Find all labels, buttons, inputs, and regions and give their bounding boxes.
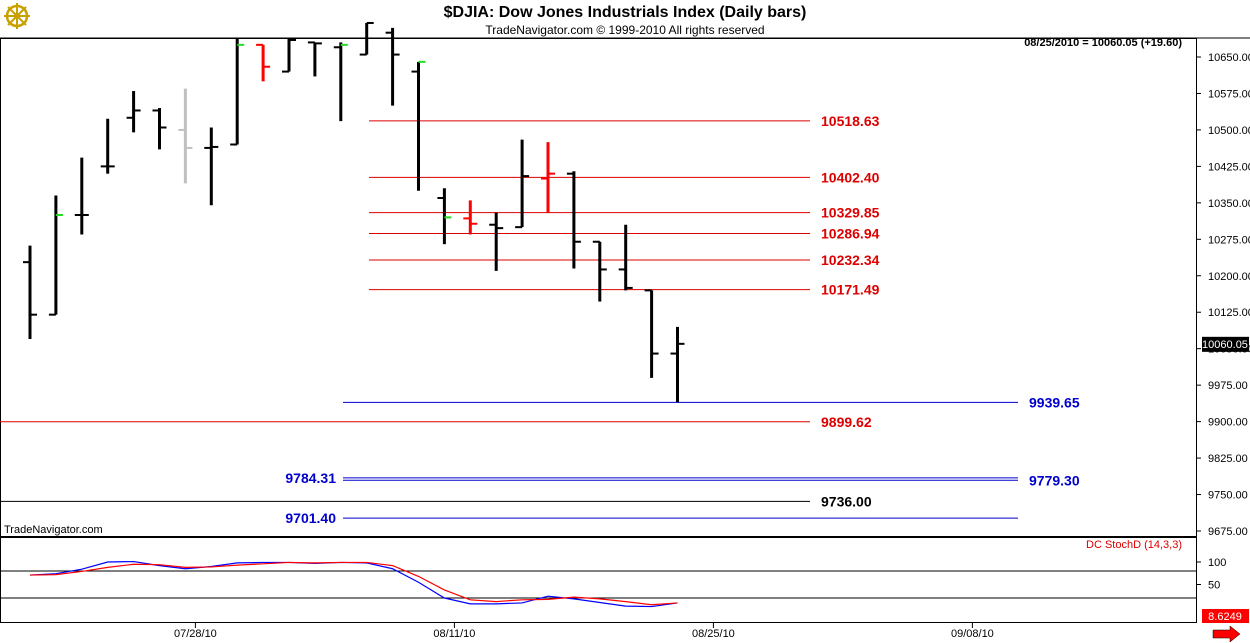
- date-axis-label: 08/11/10: [433, 628, 475, 640]
- date-axis-label: 08/25/10: [692, 628, 735, 640]
- ohlc-bar: [126, 91, 141, 133]
- watermark-text: TradeNavigator.com: [4, 524, 103, 536]
- ohlc-bar: [411, 60, 426, 191]
- ohlc-bar: [644, 289, 659, 378]
- price-axis-label: 10350.00: [1208, 198, 1250, 210]
- ohlc-bar: [437, 188, 452, 245]
- ohlc-bar: [541, 142, 555, 213]
- ohlc-bar: [307, 41, 322, 77]
- ohlc-bar: [204, 127, 219, 206]
- copyright-text: TradeNavigator.com © 1999-2010 All right…: [485, 23, 764, 37]
- ohlc-bar: [178, 88, 193, 184]
- price-axis-label: 10125.00: [1208, 307, 1250, 319]
- price-panel-frame: [0, 38, 1197, 537]
- ohlc-bar: [48, 195, 63, 316]
- price-axis-label: 10650.00: [1208, 52, 1250, 64]
- ohlc-bar: [333, 42, 348, 122]
- level-label: 10402.40: [821, 169, 880, 185]
- ohlc-bar: [359, 21, 374, 56]
- ohlc-bar: [385, 27, 400, 106]
- ohlc-bar: [256, 43, 271, 82]
- level-label: 10329.85: [821, 205, 880, 221]
- ohlc-bar: [515, 139, 530, 229]
- price-axis-label: 10275.00: [1208, 234, 1250, 246]
- price-axis: 10650.00 10575.00 10500.00 10425.00 10350.00…: [1196, 52, 1250, 538]
- stoch-k-line: [29, 560, 678, 608]
- scroll-right-arrow-icon[interactable]: [1212, 625, 1241, 643]
- stoch-d-line: [29, 561, 678, 606]
- price-bars: [23, 21, 685, 403]
- ohlc-bar: [74, 157, 89, 235]
- logo-icon: [4, 3, 30, 29]
- stoch-title: DC StochD (14,3,3): [1086, 539, 1182, 551]
- price-axis-label: 10200.00: [1208, 271, 1250, 283]
- level-label: 10171.49: [821, 282, 880, 298]
- stoch-last-value-box: 8.6249: [1202, 609, 1249, 623]
- level-label: 9701.40: [285, 510, 336, 526]
- ohlc-bar: [618, 224, 633, 291]
- stoch-panel-frame: [0, 537, 1197, 623]
- price-levels: 10518.63 10402.40 10329.85 10286.94 10232.34…: [0, 113, 1080, 526]
- price-axis-label: 9975.00: [1208, 380, 1248, 392]
- level-label: 9736.00: [821, 493, 872, 509]
- ohlc-bar: [100, 118, 115, 174]
- ohlc-bar: [282, 37, 296, 73]
- stoch-axis-label: 50: [1208, 580, 1220, 592]
- date-axis-label: 09/08/10: [951, 628, 994, 640]
- price-axis-label: 9825.00: [1208, 453, 1248, 465]
- price-axis-label: 9675.00: [1208, 526, 1248, 538]
- price-axis-label: 9750.00: [1208, 490, 1248, 502]
- price-axis-label: 9900.00: [1208, 417, 1248, 429]
- level-label: 9779.30: [1029, 472, 1080, 488]
- ohlc-bar: [670, 326, 685, 403]
- ohlc-bar: [489, 212, 504, 271]
- level-label: 10518.63: [821, 113, 880, 129]
- ohlc-bar: [566, 171, 581, 269]
- stoch-last-value-label: 8.6249: [1208, 611, 1242, 623]
- stoch-axis-label: 100: [1208, 557, 1226, 569]
- price-axis-label: 10575.00: [1208, 88, 1250, 100]
- last-price-label: 10060.05: [1202, 339, 1248, 351]
- last-price-box: 10060.05: [1202, 336, 1249, 352]
- level-label: 9899.62: [821, 414, 872, 430]
- price-axis-label: 10425.00: [1208, 161, 1250, 173]
- price-axis-label: 10500.00: [1208, 125, 1250, 137]
- ohlc-bar: [463, 200, 478, 235]
- last-quote-text: 08/25/2010 = 10060.05 (+19.60): [1024, 37, 1182, 49]
- level-label: 9939.65: [1029, 394, 1080, 410]
- level-label: 9784.31: [285, 470, 336, 486]
- stochastic-panel: 100 50: [0, 557, 1226, 608]
- date-axis: 07/28/10 08/11/10 08/25/10 09/08/10: [174, 623, 994, 640]
- level-label: 10286.94: [821, 226, 880, 242]
- ohlc-bar: [152, 108, 167, 150]
- level-label: 10232.34: [821, 252, 880, 268]
- date-axis-label: 07/28/10: [174, 628, 217, 640]
- ohlc-bar: [592, 240, 607, 302]
- ohlc-bar: [23, 245, 37, 339]
- chart-title: $DJIA: Dow Jones Industrials Index (Dail…: [444, 4, 807, 21]
- ohlc-bar: [230, 37, 245, 146]
